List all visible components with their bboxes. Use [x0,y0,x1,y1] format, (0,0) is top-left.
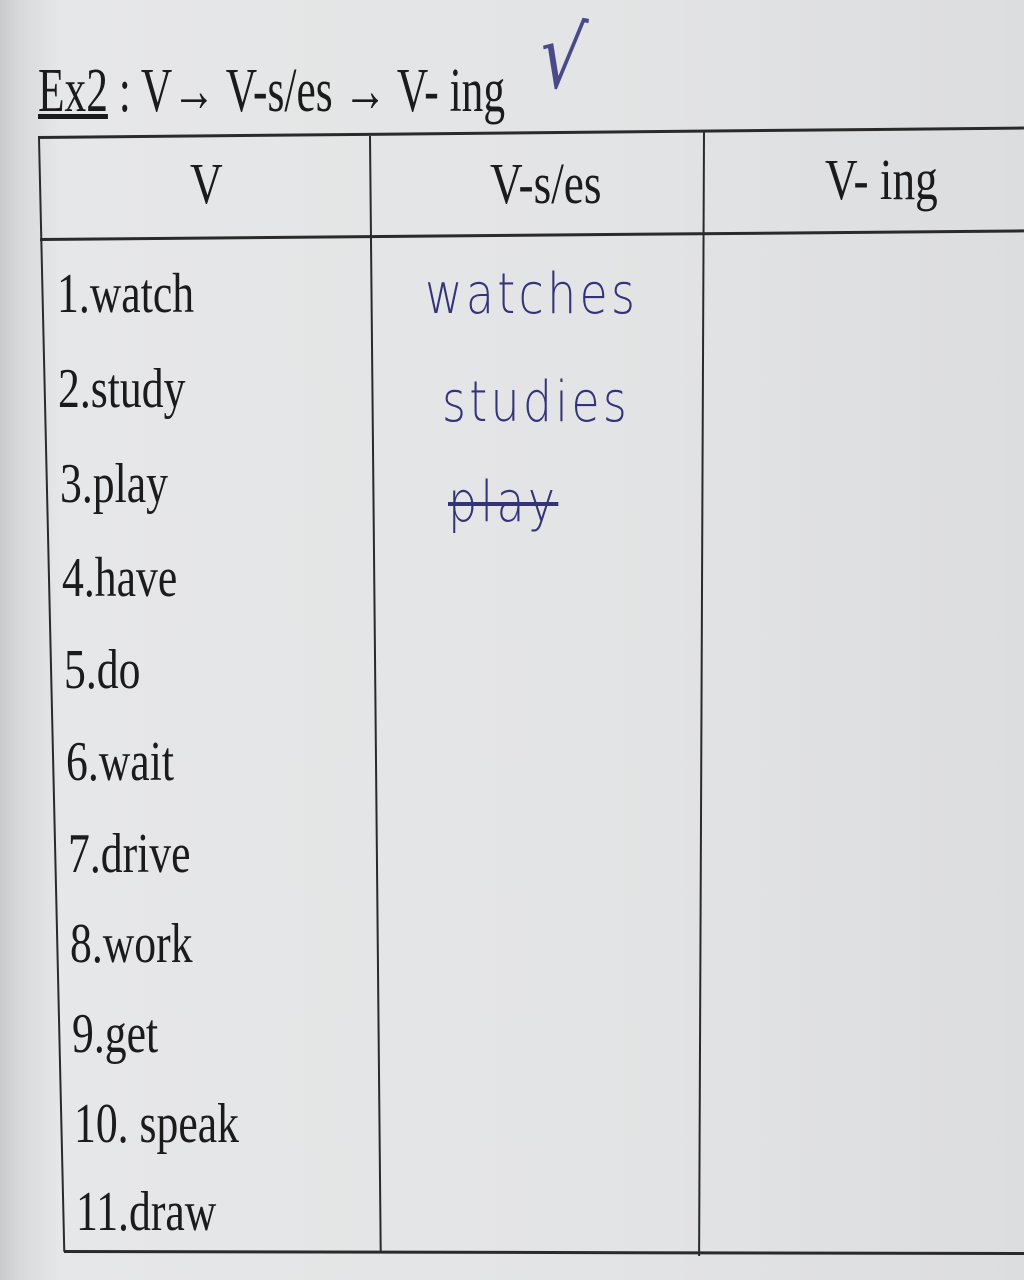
verb-item: 10. speak [74,1093,239,1155]
verb-item: 8.work [70,913,193,975]
exercise-title: Ex2 : V→ V-s/es → V- ing [38,56,518,127]
header-divider [39,229,1024,241]
verb-item: 7.drive [68,823,191,885]
column-divider-1 [369,135,382,1252]
verb-item: 11.draw [76,1181,217,1243]
handwritten-answer: watches [425,262,639,327]
verb-item: 3.play [60,453,168,515]
verb-item: 1.watch [57,263,195,325]
column-divider-2 [698,131,705,1256]
handwritten-answer: studies [442,370,631,435]
header-v-s-es: V-s/es [490,151,602,216]
table-top-border [37,126,1024,139]
crossed-out-answer: play [448,470,559,535]
verb-item: 2.study [58,358,186,420]
verb-item: 9.get [72,1003,159,1065]
verb-item: 5.do [64,639,141,701]
verb-item: 6.wait [66,731,174,793]
exercise-heading: : V→ V-s/es → V- ing [107,57,506,125]
table-bottom-border [63,1250,1024,1256]
check-mark-icon: √ [534,0,591,114]
exercise-label: Ex2 [38,57,108,125]
verb-item: 4.have [62,547,178,609]
header-v: V [190,151,223,216]
header-v-ing: V- ing [825,147,938,212]
